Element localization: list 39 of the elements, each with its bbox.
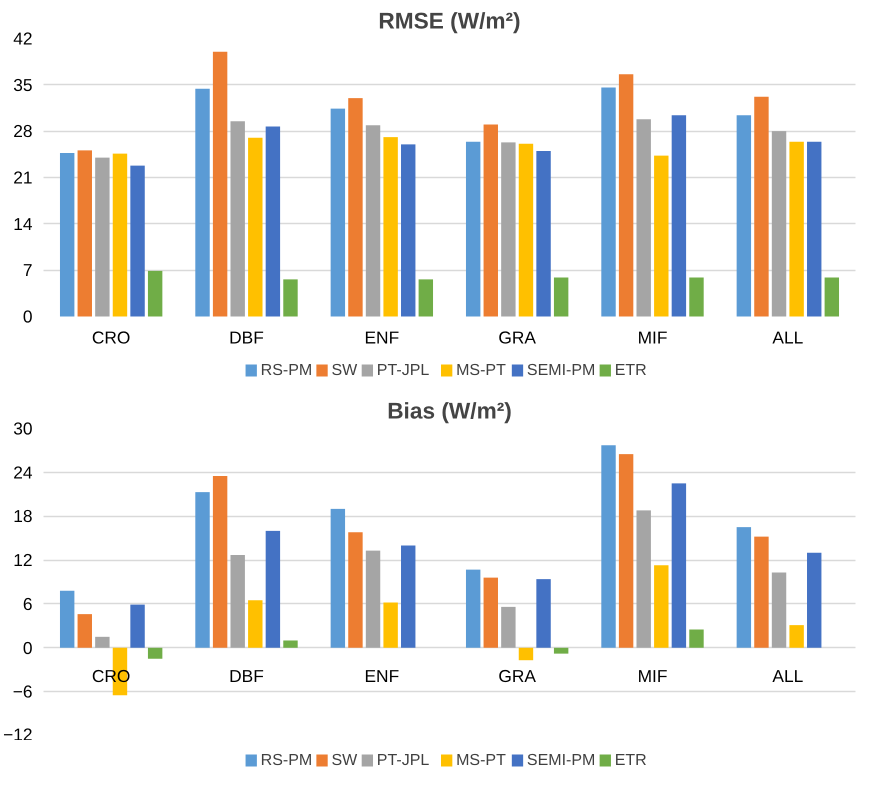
x-tick-label: GRA <box>498 328 536 348</box>
y-tick-label: 0 <box>22 638 33 658</box>
legend-label: MS-PT <box>456 752 506 769</box>
y-tick-label: 35 <box>13 74 33 95</box>
y-tick-label: 21 <box>13 168 33 188</box>
legend-label: PT-JPL <box>376 362 430 379</box>
chart-title: RMSE (W/m²) <box>378 8 521 34</box>
legend-label: PT-JPL <box>376 752 430 769</box>
legend-label: SEMI-PM <box>526 752 596 769</box>
x-tick-label: MIF <box>638 666 668 686</box>
legend-label: SW <box>331 362 358 379</box>
x-tick-label: ENF <box>364 328 400 348</box>
y-tick-label: 6 <box>22 594 33 614</box>
legend-label: MS-PT <box>456 362 506 379</box>
chart-title: Bias (W/m²) <box>387 398 512 424</box>
x-tick-label: DBF <box>229 666 264 686</box>
y-tick-label: 30 <box>13 418 33 438</box>
legend-label: ETR <box>614 752 647 769</box>
y-tick-label: 18 <box>13 506 33 526</box>
x-tick-label: ENF <box>364 666 400 686</box>
x-tick-label: MIF <box>638 328 668 348</box>
y-tick-label: 7 <box>22 260 33 280</box>
x-tick-label: DBF <box>229 328 264 348</box>
legend-label: SEMI-PM <box>526 362 596 379</box>
x-tick-label: ALL <box>772 666 804 686</box>
y-tick-label: 0 <box>22 306 33 326</box>
y-tick-label: 14 <box>13 214 33 234</box>
legend-label: SW <box>331 752 358 769</box>
legend-label: ETR <box>614 362 647 379</box>
y-tick-label: 24 <box>13 462 33 482</box>
legend-label: RS-PM <box>260 362 312 379</box>
x-tick-label: CRO <box>92 328 130 348</box>
y-tick-label: 28 <box>13 121 33 142</box>
y-tick-label: 12 <box>13 550 33 570</box>
y-tick-label: 42 <box>13 28 33 48</box>
y-tick-label: −6 <box>12 682 33 702</box>
legend-label: RS-PM <box>260 752 312 769</box>
x-tick-label: GRA <box>498 666 536 686</box>
x-tick-label: ALL <box>772 328 804 348</box>
